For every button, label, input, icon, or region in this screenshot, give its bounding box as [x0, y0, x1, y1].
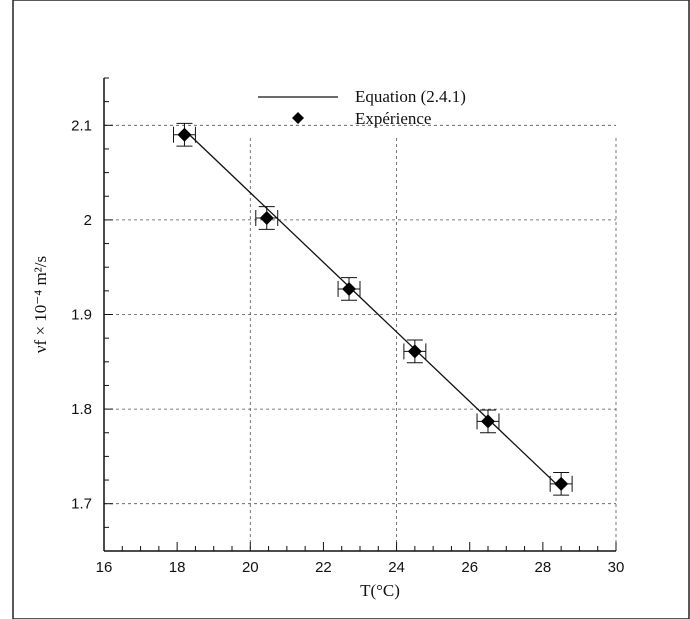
y-tick-label: 2.1: [71, 117, 92, 134]
equation-line: [184, 129, 562, 490]
legend-label-experience: Expérience: [355, 109, 431, 128]
y-tick-label: 2: [84, 212, 92, 229]
diamond-marker: [407, 344, 422, 359]
x-tick-label: 22: [315, 559, 332, 576]
diamond-marker: [259, 211, 274, 226]
data-point: [549, 471, 573, 496]
y-tick-label: 1.9: [71, 307, 92, 324]
x-tick-label: 26: [461, 559, 478, 576]
y-tick-label: 1.7: [71, 496, 92, 513]
x-tick-label: 30: [608, 559, 625, 576]
legend: Equation (2.4.1) Expérience: [258, 87, 466, 128]
data-points-layer: [172, 122, 573, 496]
legend-label-equation: Equation (2.4.1): [355, 87, 466, 106]
tick-labels: 16 18 20 22 24 26 28 30 1.7 1.8 1.9 2 2.1: [71, 117, 624, 576]
y-axis-label: νf × 10⁻⁴ m²/s: [31, 256, 50, 353]
x-tick-label: 18: [169, 559, 186, 576]
grid-lines: [104, 124, 617, 551]
equation-line-layer: [184, 129, 562, 490]
data-point: [403, 339, 427, 364]
x-tick-label: 20: [242, 559, 259, 576]
tick-marks: [103, 77, 617, 552]
diamond-marker: [554, 476, 569, 491]
diamond-marker: [481, 414, 495, 429]
data-point: [476, 409, 500, 434]
x-tick-label: 16: [96, 559, 113, 576]
x-tick-label: 28: [535, 559, 552, 576]
page-border: [12, 0, 690, 619]
data-point: [172, 122, 196, 147]
y-tick-label: 1.8: [71, 401, 92, 418]
data-point: [255, 206, 279, 230]
legend-diamond-swatch: [292, 112, 304, 124]
diamond-marker: [177, 127, 192, 142]
x-tick-label: 24: [388, 559, 405, 576]
axes: [103, 78, 616, 552]
x-axis-label: T(°C): [360, 581, 400, 600]
diamond-marker: [342, 281, 357, 296]
data-point: [337, 277, 361, 301]
